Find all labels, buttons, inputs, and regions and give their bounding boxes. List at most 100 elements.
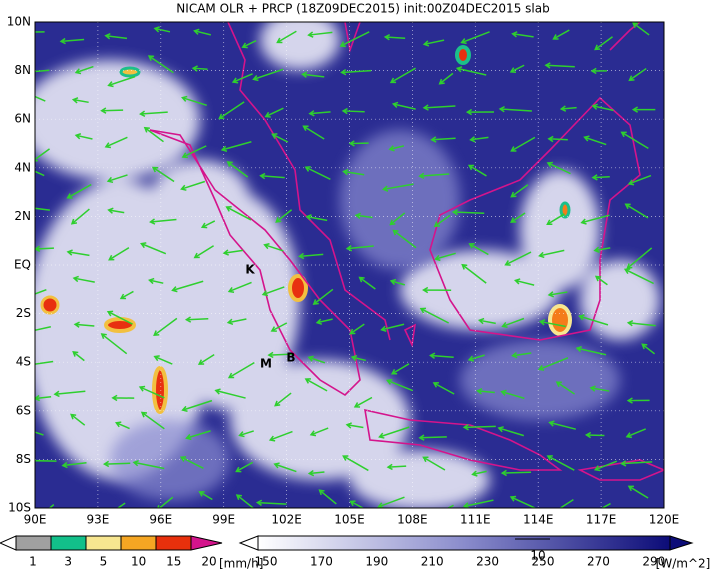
wind-arrow — [548, 420, 577, 430]
wind-arrow — [140, 411, 165, 430]
wind-arrow — [273, 462, 297, 473]
wind-arrow — [197, 353, 215, 365]
wind-arrow — [388, 145, 405, 152]
wind-arrow — [193, 245, 214, 259]
olr-legend-label: 190 — [365, 555, 388, 569]
wind-arrow — [430, 136, 456, 143]
wind-arrow — [625, 428, 647, 439]
wind-arrow — [627, 174, 652, 186]
wind-arrow — [180, 180, 206, 191]
wind-arrow — [114, 421, 130, 430]
wind-arrow — [153, 355, 173, 365]
wind-arrow — [74, 133, 93, 140]
marker-label: M — [260, 357, 272, 371]
wind-arrow — [48, 504, 55, 508]
wind-arrow — [498, 105, 532, 113]
wind-arrow — [181, 145, 207, 159]
wind-arrow — [301, 71, 325, 78]
wind-arrow — [345, 422, 364, 429]
wind-arrow — [214, 388, 246, 399]
wind-arrow — [227, 361, 255, 379]
wind-arrow — [305, 214, 328, 222]
wind-arrow — [104, 32, 128, 40]
wind-arrow — [593, 460, 618, 472]
wind-arrow — [235, 461, 254, 473]
wind-arrow — [140, 242, 167, 255]
wind-arrow — [348, 140, 369, 147]
wind-arrow — [198, 491, 213, 501]
wind-arrow — [107, 207, 125, 214]
wind-arrow — [623, 268, 654, 285]
wind-arrow — [477, 317, 496, 325]
wind-arrow — [438, 72, 454, 85]
precip-legend-label: 1 — [29, 555, 37, 569]
wind-arrow — [433, 214, 451, 228]
precip-legend-label: 10 — [131, 555, 146, 569]
wind-arrow — [235, 494, 254, 508]
wind-arrow — [116, 502, 126, 508]
wind-arrow — [641, 343, 656, 355]
wind-arrow — [593, 246, 611, 253]
wind-arrow — [354, 212, 373, 219]
wind-arrow — [594, 36, 613, 51]
wind-arrow — [510, 212, 526, 223]
wind-arrow — [139, 110, 168, 117]
wind-arrow — [583, 135, 607, 146]
olr-legend-label: 230 — [476, 555, 499, 569]
wind-arrow — [264, 107, 284, 118]
wind-arrow — [35, 207, 50, 211]
wind-arrow — [307, 31, 333, 38]
wind-arrow — [297, 252, 324, 260]
lat-label: EQ — [14, 258, 31, 272]
wind-arrow — [35, 360, 54, 365]
wind-arrow — [108, 247, 130, 261]
wind-arrow — [318, 489, 337, 505]
map-area — [35, 22, 664, 508]
wind-arrow — [632, 22, 650, 36]
wind-arrow — [594, 275, 608, 286]
wind-arrow — [72, 350, 85, 362]
wind-arrow — [422, 39, 445, 47]
wind-arrow — [35, 431, 44, 436]
wind-arrow — [340, 68, 372, 76]
marker-label: B — [286, 351, 295, 365]
wind-arrow — [119, 290, 134, 300]
wind-arrow — [252, 68, 284, 82]
wind-arrow — [584, 431, 605, 439]
wind-arrow — [238, 430, 254, 438]
wind-arrow — [100, 107, 124, 114]
wind-arrow — [270, 322, 288, 332]
wind-arrow — [147, 55, 174, 74]
wind-arrow — [304, 378, 328, 392]
wind-arrow — [547, 135, 568, 143]
wind-arrow — [241, 39, 257, 49]
wind-arrow — [70, 208, 90, 225]
wind-arrow — [302, 125, 325, 140]
vector-reference-label: 10 — [530, 549, 545, 563]
wind-arrow — [231, 73, 253, 84]
wind-arrow — [500, 389, 525, 400]
wind-arrow — [102, 460, 131, 468]
precip-legend-label: 3 — [64, 555, 72, 569]
wind-arrow — [389, 212, 406, 226]
precip-unit: [mm/h] — [219, 557, 263, 571]
wind-arrow — [73, 321, 95, 328]
wind-arrow — [627, 485, 649, 499]
wind-arrow — [274, 392, 292, 407]
wind-arrow — [471, 470, 487, 477]
wind-arrow — [626, 397, 650, 404]
wind-arrow — [476, 388, 495, 395]
wind-arrow — [509, 495, 537, 508]
wind-arrow — [220, 141, 252, 152]
wind-arrow — [70, 413, 86, 426]
wind-arrow — [222, 249, 244, 256]
wind-arrow — [342, 455, 369, 472]
wind-arrow — [546, 455, 575, 471]
wind-arrow — [378, 426, 410, 439]
wind-arrow — [559, 105, 577, 112]
wind-arrow — [511, 31, 534, 38]
wind-arrow — [429, 352, 454, 359]
lat-label: 8S — [16, 452, 31, 466]
lat-label: 10N — [7, 15, 31, 29]
lon-label: 111E — [460, 513, 491, 527]
